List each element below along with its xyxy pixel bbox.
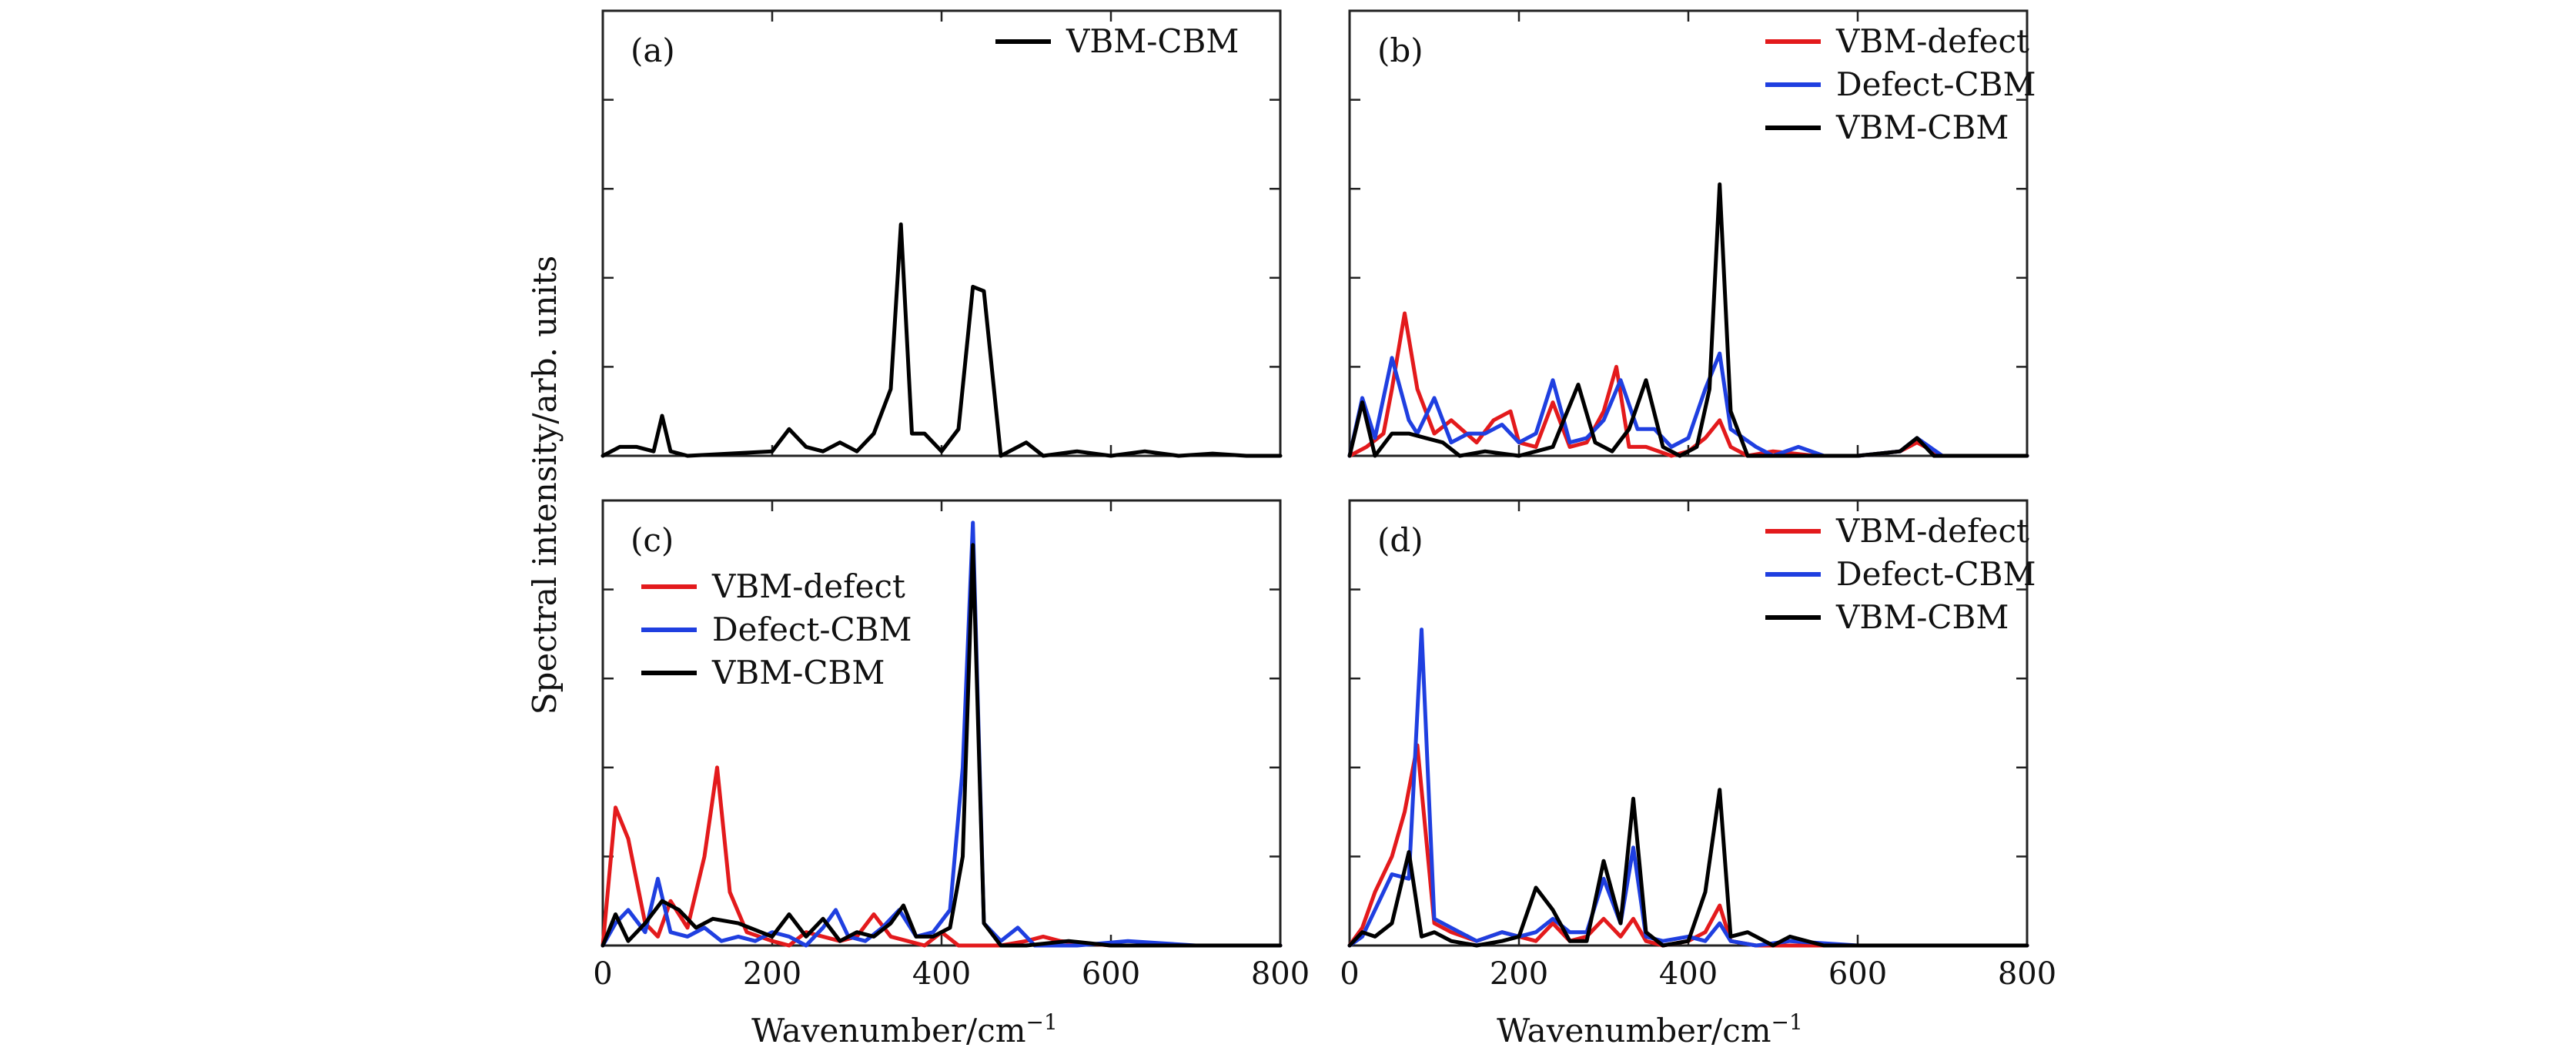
- legend-label: VBM-defect: [711, 567, 905, 605]
- legend-label: VBM-CBM: [711, 654, 885, 691]
- legend: VBM-CBM: [995, 22, 1239, 60]
- panels-group: (a) VBM-CBM (b) VBM-defect Defect-CBM VBM-CBM…: [593, 9, 2056, 992]
- panel-label: (a): [631, 32, 675, 69]
- series-line-vbm-cbm: [1347, 788, 2029, 948]
- panel-c: 0 200 400 600 800(c)VBM-defectDefect-CBMVBM-…: [593, 499, 1310, 992]
- x-axis-title-right: Wavenumber/cm−1: [1497, 1009, 1803, 1049]
- panel-d: 0 200 400 600 800(d) VBM-defectDefect-CBMVBM-…: [1340, 499, 2056, 992]
- legend-label: VBM-CBM: [1066, 22, 1239, 60]
- legend-label: VBM-defect: [1835, 22, 2029, 60]
- panel-label: (c): [631, 521, 674, 559]
- x-tick-label: 600: [1828, 956, 1887, 992]
- legend: VBM-defect Defect-CBM VBM-CBM: [1765, 512, 2036, 636]
- series-line-vbm-cbm: [1347, 182, 2029, 458]
- legend-label: Defect-CBM: [1836, 555, 2036, 593]
- x-tick-label: 200: [743, 956, 801, 992]
- x-axis-title-exponent: −1: [1771, 1009, 1803, 1035]
- panel-b: (b) VBM-defect Defect-CBM VBM-CBM: [1347, 9, 2036, 458]
- legend-label: VBM-CBM: [1835, 109, 2009, 146]
- series-line-vbm-cbm: [601, 543, 1283, 948]
- legend-label: VBM-defect: [1835, 512, 2029, 550]
- legend: VBM-defect Defect-CBM VBM-CBM: [641, 567, 912, 691]
- x-tick-label: 0: [1340, 956, 1359, 992]
- x-axis-title-left: Wavenumber/cm−1: [751, 1009, 1058, 1049]
- x-tick-label: 200: [1490, 956, 1548, 992]
- x-tick-label: 0: [593, 956, 612, 992]
- panel-label: (b): [1377, 32, 1423, 69]
- legend: VBM-defect Defect-CBM VBM-CBM: [1765, 22, 2036, 146]
- panel-a: (a) VBM-CBM: [601, 9, 1283, 458]
- legend-label: Defect-CBM: [1836, 65, 2036, 103]
- legend-label: Defect-CBM: [712, 611, 912, 648]
- legend-label: VBM-CBM: [1835, 598, 2009, 636]
- panel-label: (d): [1377, 521, 1423, 559]
- x-tick-label: 800: [1998, 956, 2056, 992]
- x-tick-label: 400: [1659, 956, 1718, 992]
- series-line-vbm-cbm: [601, 222, 1283, 458]
- x-axis-title-text: Wavenumber/cm: [751, 1012, 1025, 1049]
- x-tick-label: 400: [912, 956, 971, 992]
- x-tick-label: 800: [1251, 956, 1310, 992]
- x-axis-title-text: Wavenumber/cm: [1497, 1012, 1771, 1049]
- y-axis-title: Spectral intensity/arb. units: [526, 256, 564, 715]
- x-tick-label: 600: [1082, 956, 1140, 992]
- x-axis-title-exponent: −1: [1026, 1009, 1058, 1035]
